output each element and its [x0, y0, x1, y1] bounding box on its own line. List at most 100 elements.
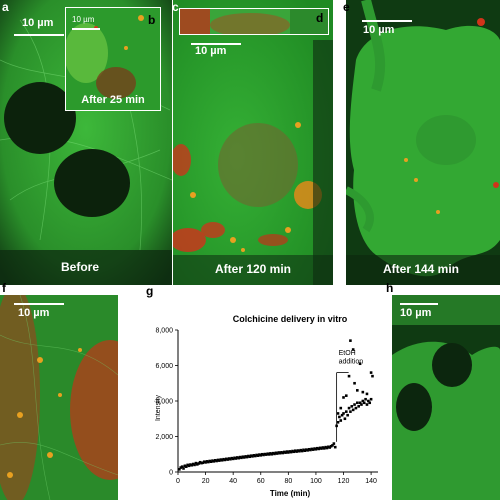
panel-h-image	[392, 295, 500, 500]
data-point	[280, 450, 283, 454]
data-point	[295, 450, 298, 453]
panel-label-c: c	[172, 0, 179, 14]
data-point	[191, 462, 195, 466]
data-point	[259, 454, 263, 457]
data-point	[207, 460, 210, 464]
data-point	[274, 451, 278, 455]
data-point	[364, 397, 367, 401]
data-point	[234, 457, 238, 460]
data-point	[223, 458, 227, 462]
data-point	[365, 403, 369, 406]
scale-label-e: 10 µm	[363, 24, 395, 36]
data-point	[208, 459, 212, 463]
scale-bar-c	[191, 43, 241, 45]
panel-b-inset: 10 µm After 25 min b	[66, 8, 160, 110]
data-point	[238, 455, 242, 459]
data-point	[253, 454, 257, 458]
data-point	[369, 397, 373, 401]
data-point	[344, 410, 348, 413]
data-point	[211, 459, 214, 462]
panel-f-micrograph: 10 µm	[0, 295, 118, 500]
data-point	[303, 449, 307, 452]
data-point	[281, 451, 285, 455]
annotation-label-line2: addition	[339, 359, 364, 366]
data-point	[351, 408, 355, 412]
data-point	[263, 452, 267, 456]
data-point	[198, 460, 202, 464]
data-point	[371, 374, 374, 378]
data-point	[271, 451, 275, 455]
data-point	[367, 399, 370, 403]
data-point	[361, 399, 365, 403]
data-point	[193, 463, 196, 467]
scale-label-b: 10 µm	[72, 15, 95, 24]
scale-label-a: 10 µm	[22, 17, 54, 29]
data-point	[248, 455, 252, 459]
data-point	[226, 458, 229, 461]
data-point	[260, 452, 264, 456]
chart-colchicine-delivery: Colchicine delivery in vitro 0 2,000 4,000…	[155, 314, 378, 498]
panel-label-f: f	[2, 281, 6, 295]
data-point	[205, 460, 209, 463]
data-point	[293, 449, 297, 452]
data-point	[237, 456, 240, 460]
data-point	[324, 445, 327, 449]
data-point	[179, 466, 183, 469]
data-point	[332, 442, 336, 445]
data-point	[347, 374, 351, 378]
data-point	[360, 403, 363, 406]
data-point	[284, 451, 287, 454]
data-point	[339, 406, 343, 410]
data-point	[236, 456, 239, 459]
data-point	[230, 456, 234, 460]
data-point	[267, 453, 271, 456]
scale-bar-h	[400, 303, 438, 305]
data-point	[296, 449, 300, 452]
data-point	[365, 392, 369, 396]
data-point	[291, 449, 294, 453]
data-point	[273, 452, 276, 456]
data-point	[220, 458, 224, 462]
data-point	[358, 401, 362, 405]
data-point	[302, 448, 305, 452]
data-point	[350, 405, 354, 408]
data-point	[241, 455, 245, 459]
data-point	[299, 448, 303, 452]
data-point	[327, 445, 330, 449]
data-point	[314, 447, 318, 451]
chart-title: Colchicine delivery in vitro	[233, 314, 348, 324]
data-point	[321, 446, 325, 449]
annotation-label-line1: EtOH	[339, 350, 356, 357]
data-point	[180, 465, 184, 468]
data-point	[213, 458, 217, 462]
data-point	[196, 463, 199, 466]
panel-d-inset: d	[180, 9, 328, 34]
data-point	[186, 463, 189, 467]
data-point	[320, 447, 323, 450]
y-tick-label: 6,000	[155, 363, 173, 370]
data-point	[357, 405, 360, 408]
data-point	[292, 450, 296, 454]
caption-a: Before	[60, 260, 99, 274]
panel-label-e: e	[343, 0, 350, 14]
data-point	[224, 457, 228, 461]
data-point	[249, 454, 253, 457]
x-tick-label: 40	[229, 478, 237, 485]
panel-e-micrograph: 10 µm After 144 min	[346, 0, 500, 285]
data-point	[251, 455, 254, 458]
scale-bar-f	[14, 303, 64, 305]
data-point	[215, 459, 218, 463]
data-point	[227, 457, 231, 460]
panel-e-image	[346, 0, 500, 285]
data-point	[204, 461, 207, 464]
x-tick-label: 0	[176, 478, 180, 485]
data-point	[336, 412, 340, 415]
data-point	[340, 413, 344, 417]
scale-bar-a	[14, 34, 64, 36]
panel-label-a: a	[2, 0, 9, 14]
panel-b-image	[66, 8, 160, 110]
data-point	[256, 454, 260, 457]
data-point	[212, 460, 216, 463]
x-tick-label: 80	[284, 478, 292, 485]
data-point	[353, 403, 356, 406]
